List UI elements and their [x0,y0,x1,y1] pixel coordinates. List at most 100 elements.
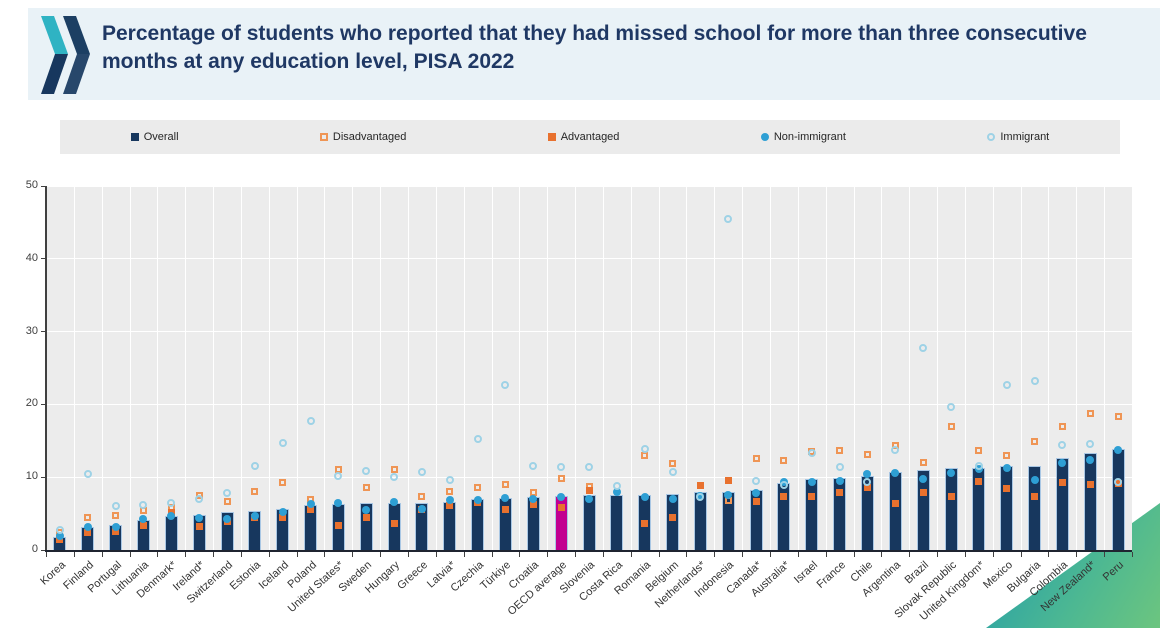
bar-Bulgaria [1028,465,1042,550]
x-tick [296,552,298,557]
marker-immigrant-Switzerland [223,489,231,498]
marker-immigrant-Romania [640,444,649,453]
marker-advantaged-Netherlands* [696,481,704,489]
marker-immigrant-Brazil [919,343,928,352]
marker-non-immigrant-Canada* [752,489,761,498]
marker-immigrant-Greece [417,468,426,477]
marker-advantaged-New Zealand* [1086,480,1094,488]
x-tick [686,552,688,557]
v-gridline [686,186,688,550]
marker-advantaged-Slovak Republic [947,493,955,501]
marker-non-immigrant-Israel [807,477,816,486]
x-tick [853,552,855,557]
marker-advantaged-Israel [808,493,816,501]
x-tick [1048,552,1050,557]
marker-advantaged-United States* [334,522,342,530]
x-tick [46,552,47,557]
v-gridline [742,186,744,550]
marker-non-immigrant-Brazil [919,475,928,484]
bar-Israel [805,479,819,550]
v-gridline [491,186,493,550]
x-tick [630,552,632,557]
marker-disadvantaged-Brazil [919,459,927,467]
x-tick [213,552,215,557]
y-tick [41,476,46,478]
x-tick [825,552,827,557]
marker-disadvantaged-Slovak Republic [947,422,955,430]
x-tick [992,552,994,557]
legend-label: Non-immigrant [773,131,846,143]
x-axis-line [45,550,1132,552]
v-gridline [463,186,465,550]
v-gridline [658,186,660,550]
marker-immigrant-New Zealand* [1086,439,1095,448]
marker-non-immigrant-Denmark* [167,511,176,520]
marker-immigrant-Croatia [529,461,538,470]
bar-New Zealand* [1083,453,1097,550]
y-tick [41,403,46,405]
bar-Mexico [1000,466,1014,550]
marker-advantaged-Canada* [752,498,760,506]
x-tick [352,552,354,557]
y-tick [41,549,46,551]
marker-non-immigrant-Belgium [668,495,677,504]
x-tick [742,552,744,557]
y-tick-label: 40 [25,251,38,264]
x-tick [909,552,911,557]
v-gridline [1020,186,1022,550]
x-tick [463,552,465,557]
marker-non-immigrant-Argentina [891,468,900,477]
x-tick [408,552,409,557]
marker-immigrant-Lithuania [139,500,148,509]
marker-immigrant-Slovak Republic [947,402,955,411]
x-tick [602,552,604,557]
x-tick [1104,552,1106,557]
marker-immigrant-United Kingdom* [974,461,983,470]
x-tick [491,552,493,557]
marker-immigrant-Czechia [473,435,482,444]
marker-disadvantaged-Greece [418,492,426,500]
v-gridline [380,186,382,550]
marker-advantaged-Bulgaria [1031,493,1039,501]
marker-immigrant-Mexico [1002,381,1011,390]
legend-item-overall: Overall [130,131,179,143]
marker-non-immigrant-Hungary [390,497,399,506]
x-tick [380,552,382,557]
marker-non-immigrant-Türkiye [501,493,510,502]
marker-advantaged-United Kingdom* [975,478,983,486]
marker-disadvantaged-Portugal [112,511,120,519]
bar-Peru [1111,448,1125,550]
marker-non-immigrant-Poland [306,500,315,509]
marker-non-immigrant-Colombia [1058,458,1067,467]
v-gridline [1104,186,1106,550]
x-tick [519,552,521,557]
x-tick [881,552,883,557]
bar-Slovenia [582,495,596,550]
marker-disadvantaged-Croatia [529,488,537,496]
marker-disadvantaged-Canada* [752,454,760,462]
marker-disadvantaged-Czechia [474,483,482,491]
marker-advantaged-Colombia [1058,478,1066,486]
legend: Overall Disadvantaged Advantaged Non-immigr… [60,120,1120,154]
marker-immigrant-Chile [863,478,872,487]
marker-immigrant-Denmark* [167,499,176,508]
marker-immigrant-United States* [334,471,343,480]
x-tick [185,552,187,557]
legend-item-immigrant: Immigrant [987,131,1049,143]
marker-disadvantaged-OECD average [557,475,565,483]
v-gridline [770,186,771,550]
marker-advantaged-OECD average [557,503,565,511]
marker-disadvantaged-United States* [334,465,342,473]
marker-disadvantaged-Estonia [251,488,259,496]
y-tick [41,258,46,260]
marker-non-immigrant-New Zealand* [1086,455,1095,464]
y-tick [41,185,46,187]
legend-item-non-immigrant: Non-immigrant [760,131,846,143]
x-tick [770,552,771,557]
y-tick-label: 10 [25,470,38,483]
bar-Slovak Republic [944,468,958,550]
marker-non-immigrant-Bulgaria [1030,476,1039,485]
marker-advantaged-Poland [307,505,315,513]
marker-disadvantaged-Australia* [780,456,788,464]
